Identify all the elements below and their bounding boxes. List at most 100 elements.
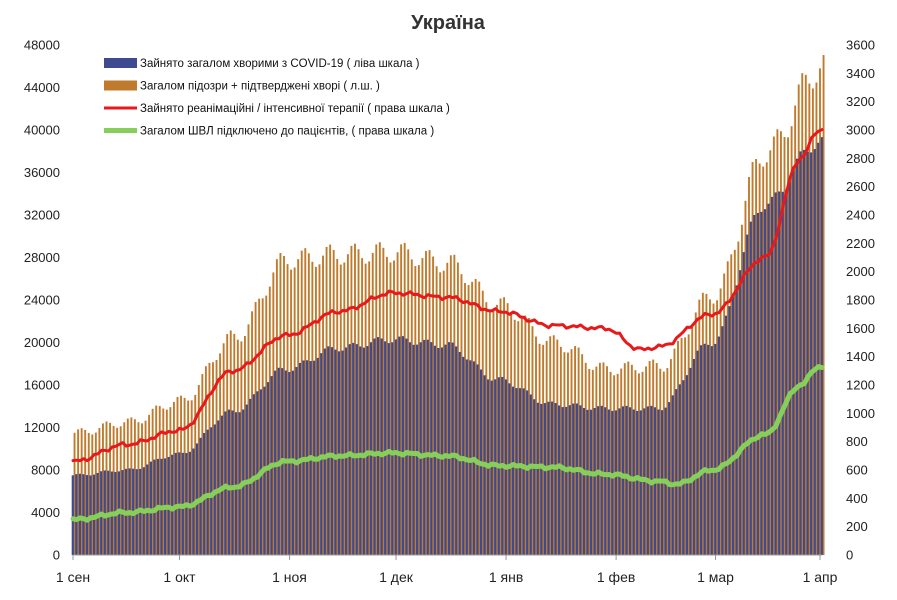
left-axis-tick-label: 28000 (24, 250, 60, 265)
suspected-bar (726, 261, 729, 555)
legend-label: Зайнято загалом хворими з COVID-19 ( лів… (140, 58, 420, 70)
confirmed-bar (323, 348, 326, 555)
confirmed-bar (689, 367, 692, 555)
suspected-bar (492, 310, 495, 555)
confirmed-bar (561, 407, 564, 555)
confirmed-bar (320, 353, 323, 556)
suspected-bar (531, 326, 534, 555)
suspected-bar (783, 136, 786, 556)
suspected-bar (716, 300, 719, 555)
right-axis-tick-label: 1400 (846, 349, 875, 364)
confirmed-bar (227, 409, 231, 555)
left-axis-tick-label: 36000 (24, 165, 60, 180)
suspected-bar (311, 261, 314, 555)
confirmed-bar (536, 402, 539, 555)
confirmed-bar (224, 411, 227, 555)
suspected-bar (261, 298, 264, 555)
confirmed-bar (771, 196, 774, 555)
right-axis-tick-label: 600 (846, 463, 868, 478)
confirmed-bar (469, 360, 472, 555)
suspected-bar (535, 336, 537, 555)
suspected-bar (574, 346, 577, 555)
suspected-bar (87, 432, 90, 555)
suspected-bar (201, 374, 204, 555)
suspected-bar (780, 131, 782, 555)
suspected-bar (346, 254, 349, 555)
confirmed-bar (600, 405, 603, 555)
suspected-bar (148, 414, 151, 555)
suspected-bar (819, 68, 821, 556)
suspected-bar (481, 290, 484, 555)
suspected-bar (513, 319, 516, 555)
legend-swatch (104, 80, 137, 91)
suspected-bar (762, 166, 765, 556)
suspected-bar (314, 266, 317, 555)
confirmed-bar (511, 386, 515, 555)
suspected-bar (794, 105, 797, 555)
suspected-bar (442, 270, 445, 555)
suspected-bar (279, 253, 282, 555)
confirmed-bar (604, 407, 607, 555)
right-axis-tick-label: 200 (846, 519, 868, 534)
suspected-bar (524, 315, 527, 555)
right-axis-tick-label: 1000 (846, 406, 875, 421)
confirmed-bar (199, 437, 202, 555)
suspected-bar (772, 136, 775, 555)
suspected-bar (407, 249, 410, 555)
suspected-bar (165, 409, 168, 555)
suspected-bar (318, 264, 321, 555)
suspected-bar (712, 303, 715, 555)
suspected-bar (705, 293, 708, 555)
confirmed-bar (582, 408, 586, 555)
confirmed-bar (252, 394, 255, 555)
suspected-bar (542, 344, 545, 555)
left-axis-tick-label: 4000 (31, 505, 60, 520)
right-axis-tick-label: 2200 (846, 236, 875, 251)
confirmed-bar (401, 336, 405, 555)
right-axis-tick-label: 0 (846, 548, 853, 563)
confirmed-bar (210, 427, 213, 555)
suspected-bar (91, 434, 94, 555)
suspected-bar (638, 373, 640, 555)
suspected-bar (680, 338, 683, 555)
confirmed-bar (529, 394, 532, 555)
confirmed-bar (774, 192, 777, 555)
confirmed-bar (625, 405, 628, 555)
suspected-bar (382, 247, 385, 556)
suspected-bar (577, 347, 580, 555)
x-axis-tick-label: 1 апр (803, 569, 838, 585)
confirmed-bar (380, 338, 383, 555)
suspected-bar (598, 362, 601, 555)
confirmed-bar (71, 475, 74, 555)
confirmed-bar (575, 403, 578, 555)
suspected-bar (322, 255, 324, 555)
suspected-bar (417, 265, 420, 555)
confirmed-bar (543, 403, 547, 555)
suspected-bar (233, 333, 236, 555)
suspected-bar (290, 269, 293, 555)
suspected-bar (304, 248, 307, 556)
suspected-bar (503, 297, 506, 555)
confirmed-bar (636, 410, 639, 555)
suspected-bar (112, 425, 115, 555)
legend-label: Загалом ШВЛ підключено до пацієнтів, ( п… (140, 126, 434, 138)
suspected-bar (283, 256, 285, 555)
confirmed-bar (692, 358, 696, 555)
confirmed-bar (767, 203, 770, 555)
suspected-bar (98, 428, 101, 555)
suspected-bar (709, 299, 711, 555)
suspected-bar (687, 334, 690, 555)
suspected-bar (456, 262, 459, 555)
legend: Зайнято загалом хворими з COVID-19 ( лів… (104, 58, 450, 138)
confirmed-bar (515, 388, 518, 555)
confirmed-bar (742, 252, 745, 555)
suspected-bar (694, 312, 697, 555)
suspected-bar (162, 408, 165, 555)
suspected-bar (623, 363, 626, 555)
lines-layer (70, 128, 825, 523)
suspected-bar (630, 364, 633, 555)
suspected-bar (197, 385, 200, 555)
suspected-bar (130, 417, 133, 555)
suspected-bar (488, 309, 491, 555)
